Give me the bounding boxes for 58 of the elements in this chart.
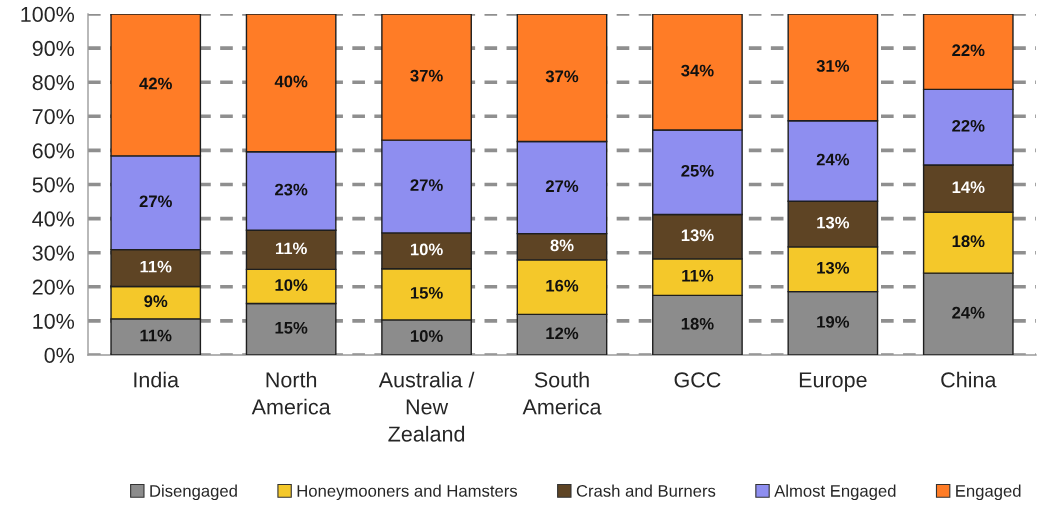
data-label: 23% (275, 183, 308, 196)
data-label: 19% (817, 315, 850, 328)
data-label: 14% (952, 181, 985, 194)
x-tick-label: GCC (674, 372, 721, 388)
data-label: 40% (274, 75, 308, 88)
x-tick-label: South America (522, 371, 602, 415)
legend-label: Honeymooners and Hamsters (297, 484, 518, 501)
data-label: 11% (140, 329, 172, 342)
y-tick-label: 60% (32, 143, 75, 159)
y-tick-label: 0% (44, 347, 75, 364)
data-label: 24% (952, 306, 985, 319)
data-label: 16% (546, 279, 579, 292)
y-tick-label: 70% (32, 109, 75, 125)
data-label: 31% (816, 60, 850, 72)
x-tick-label: North America (251, 371, 331, 415)
y-tick-label: 20% (32, 279, 75, 295)
y-tick-label: 40% (32, 211, 75, 227)
data-label: 27% (410, 179, 443, 191)
y-tick-label: 90% (32, 40, 75, 57)
data-label: 37% (545, 70, 579, 83)
data-label: 13% (817, 261, 850, 274)
data-label: 34% (681, 64, 714, 77)
y-tick-label: 30% (32, 245, 75, 261)
x-tick-label: China (941, 371, 997, 388)
data-label: 11% (140, 260, 172, 273)
data-label: 27% (139, 195, 172, 208)
legend-label: Engaged (956, 484, 1021, 501)
data-label: 27% (545, 180, 579, 193)
x-tick-label: Europe (799, 372, 867, 392)
data-label: 11% (682, 269, 714, 282)
y-tick-label: 50% (32, 177, 75, 193)
data-label: 25% (681, 164, 714, 177)
data-label: 22% (952, 119, 985, 132)
y-tick-label: 10% (33, 313, 75, 329)
data-label: 8% (550, 239, 574, 252)
legend-label: Almost Engaged (774, 484, 896, 501)
data-label: 10% (410, 243, 443, 256)
y-tick-label: 100% (21, 6, 75, 23)
data-label: 9% (144, 295, 168, 308)
data-label: 12% (546, 327, 579, 340)
data-label: 24% (816, 153, 850, 166)
data-label: 15% (410, 287, 443, 299)
legend-label: Disengaged (150, 484, 237, 501)
legend-label: Crash and Burners (576, 484, 716, 497)
data-label: 18% (681, 317, 714, 330)
data-label: 42% (139, 77, 172, 90)
x-tick-label: Australia / New Zealand (378, 371, 475, 442)
data-label: 18% (952, 235, 985, 248)
data-label: 13% (681, 229, 714, 242)
x-tick-label: India (134, 371, 180, 388)
data-label: 11% (275, 242, 307, 255)
data-label: 10% (275, 279, 308, 291)
y-tick-label: 80% (32, 74, 75, 91)
data-label: 37% (410, 69, 443, 82)
data-label: 22% (952, 44, 985, 57)
data-label: 10% (410, 330, 443, 342)
data-label: 15% (275, 321, 308, 334)
data-label: 13% (817, 216, 850, 229)
